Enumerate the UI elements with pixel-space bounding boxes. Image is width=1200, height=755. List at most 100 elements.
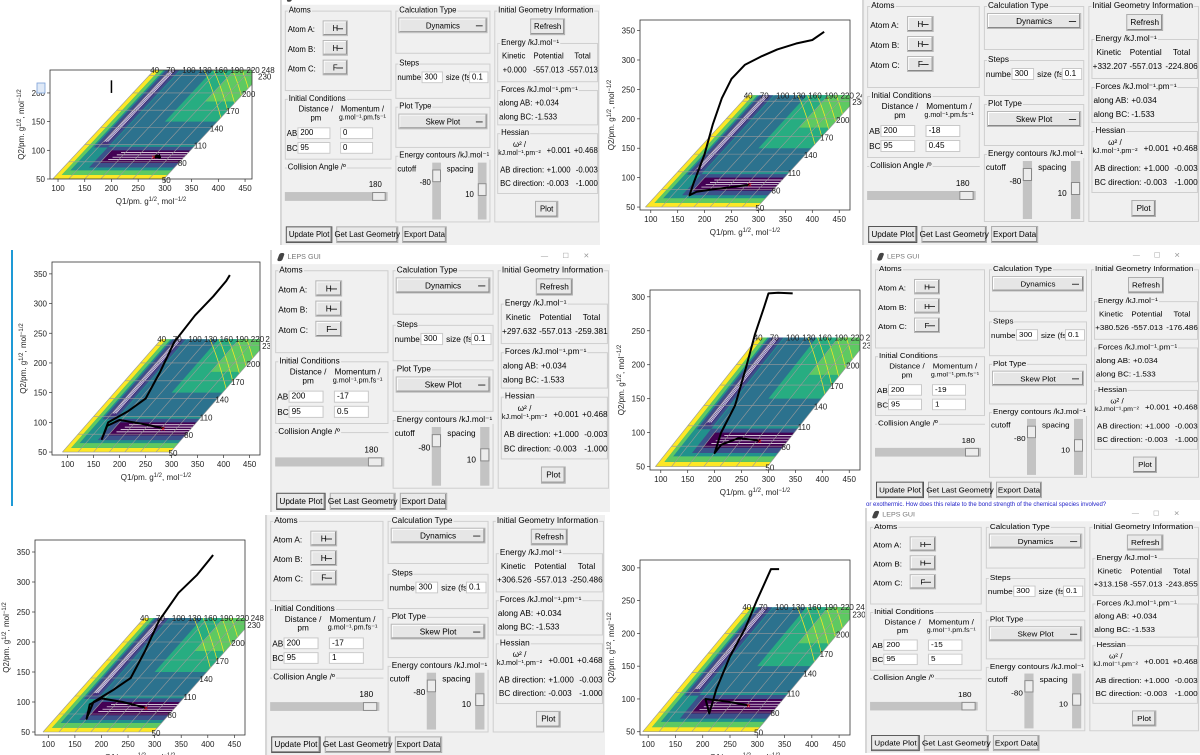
steps-number-input[interactable]: 300 [1013, 585, 1036, 597]
window-controls[interactable]: —☐✕ [540, 253, 604, 261]
steps-number-input[interactable]: 300 [415, 581, 439, 594]
collision-angle-slider[interactable] [875, 447, 981, 457]
plot-button[interactable]: Plot [540, 466, 566, 484]
momentum-ab-input[interactable]: -19 [932, 384, 966, 396]
atom-c-select[interactable]: F [909, 574, 937, 590]
atom-a-select[interactable]: H [909, 536, 937, 552]
plot-type-select[interactable]: Skew Plot [992, 370, 1084, 387]
distance-bc-input[interactable]: 95 [888, 398, 922, 411]
collision-angle-slider[interactable] [275, 457, 385, 467]
cutoff-slider[interactable] [426, 672, 437, 730]
slider-thumb[interactable] [1070, 182, 1081, 195]
atom-a-select[interactable]: H [315, 280, 343, 297]
plot-type-select[interactable]: Skew Plot [988, 626, 1083, 642]
momentum-ab-input[interactable]: -17 [328, 637, 364, 650]
atom-a-select[interactable]: H [907, 16, 934, 32]
calculation-type-select[interactable]: Dynamics [986, 13, 1082, 29]
distance-ab-input[interactable]: 200 [883, 639, 918, 651]
window-controls[interactable]: —☐✕ [535, 0, 594, 1]
collision-angle-slider[interactable] [270, 702, 380, 711]
slider-thumb[interactable] [1027, 425, 1036, 439]
export-data-button[interactable]: Export Data [399, 492, 448, 510]
get-last-geometry-button[interactable]: Get Last Geometry [922, 735, 991, 752]
atom-c-select[interactable]: F [914, 317, 940, 334]
refresh-button[interactable]: Refresh [1126, 534, 1164, 551]
momentum-bc-input[interactable]: 0 [340, 142, 374, 154]
plot-button[interactable]: Plot [1131, 710, 1157, 727]
slider-thumb[interactable] [367, 457, 383, 467]
atom-a-select[interactable]: H [310, 530, 338, 547]
refresh-button[interactable]: Refresh [535, 278, 573, 296]
window-controls[interactable]: —☐✕ [1131, 510, 1194, 518]
step-size-input[interactable]: 0.1 [1062, 585, 1084, 597]
distance-bc-input[interactable]: 95 [297, 142, 331, 154]
slider-thumb[interactable] [372, 192, 386, 201]
momentum-ab-input[interactable]: -15 [927, 639, 963, 651]
distance-bc-input[interactable]: 95 [883, 653, 918, 666]
atom-b-select[interactable]: H [315, 300, 343, 317]
slider-thumb[interactable] [1072, 693, 1082, 706]
window-controls[interactable]: —☐✕ [1132, 252, 1194, 260]
slider-thumb[interactable] [965, 447, 979, 457]
refresh-button[interactable]: Refresh [530, 18, 566, 36]
cutoff-slider[interactable] [1027, 418, 1036, 475]
collision-angle-slider[interactable] [867, 191, 976, 200]
distance-ab-input[interactable]: 200 [297, 127, 331, 140]
slider-thumb[interactable] [426, 679, 437, 693]
slider-thumb[interactable] [961, 701, 976, 711]
atom-a-select[interactable]: H [914, 278, 940, 295]
step-size-input[interactable]: 0.1 [1065, 329, 1085, 341]
distance-ab-input[interactable]: 200 [888, 384, 922, 396]
plot-type-select[interactable]: Skew Plot [390, 623, 486, 640]
refresh-button[interactable]: Refresh [530, 528, 568, 546]
get-last-geometry-button[interactable]: Get Last Geometry [323, 736, 393, 754]
distance-ab-input[interactable]: 200 [288, 390, 324, 403]
collision-angle-slider[interactable] [870, 701, 978, 711]
momentum-bc-input[interactable]: 5 [927, 653, 963, 666]
spacing-slider[interactable] [475, 672, 485, 730]
slider-thumb[interactable] [1024, 680, 1034, 693]
refresh-button[interactable]: Refresh [1126, 14, 1164, 31]
atom-b-select[interactable]: H [322, 40, 348, 56]
get-last-geometry-button[interactable]: Get Last Geometry [920, 226, 989, 243]
calculation-type-select[interactable]: Dynamics [390, 527, 486, 544]
momentum-ab-input[interactable]: -17 [333, 390, 369, 403]
step-size-input[interactable]: 0.1 [469, 71, 489, 84]
atom-a-select[interactable]: H [322, 20, 348, 37]
plot-button[interactable]: Plot [1131, 200, 1156, 217]
slider-thumb[interactable] [1074, 439, 1083, 452]
spacing-slider[interactable] [1070, 161, 1081, 219]
slider-thumb[interactable] [431, 434, 442, 448]
calculation-type-select[interactable]: Dynamics [992, 276, 1084, 292]
export-data-button[interactable]: Export Data [992, 735, 1040, 752]
steps-number-input[interactable]: 300 [420, 332, 444, 346]
refresh-button[interactable]: Refresh [1128, 277, 1164, 294]
spacing-slider[interactable] [1074, 418, 1083, 475]
steps-number-input[interactable]: 300 [1011, 68, 1035, 80]
slider-thumb[interactable] [1022, 168, 1033, 181]
atom-b-select[interactable]: H [914, 298, 940, 314]
cutoff-slider[interactable] [432, 162, 441, 220]
momentum-ab-input[interactable]: -18 [925, 125, 961, 137]
slider-thumb[interactable] [959, 191, 974, 200]
export-data-button[interactable]: Export Data [996, 481, 1042, 499]
slider-thumb[interactable] [362, 702, 378, 711]
plot-button[interactable]: Plot [535, 200, 559, 218]
spacing-slider[interactable] [1072, 673, 1082, 729]
update-plot-button[interactable]: Update Plot [276, 492, 326, 510]
momentum-bc-input[interactable]: 0.5 [333, 405, 369, 418]
momentum-bc-input[interactable]: 0.45 [925, 140, 961, 152]
export-data-button[interactable]: Export Data [402, 226, 447, 244]
atom-c-select[interactable]: F [907, 56, 934, 72]
atom-b-select[interactable]: H [907, 36, 934, 52]
slider-thumb[interactable] [432, 169, 441, 183]
distance-bc-input[interactable]: 95 [288, 405, 324, 418]
plot-type-select[interactable]: Skew Plot [398, 113, 488, 130]
distance-bc-input[interactable]: 95 [880, 140, 916, 152]
atom-b-select[interactable]: H [310, 550, 338, 566]
atom-c-select[interactable]: F [322, 59, 348, 76]
calculation-type-select[interactable]: Dynamics [395, 277, 491, 294]
cutoff-slider[interactable] [1024, 673, 1034, 729]
calculation-type-select[interactable]: Dynamics [398, 17, 488, 34]
atom-b-select[interactable]: H [909, 555, 937, 571]
